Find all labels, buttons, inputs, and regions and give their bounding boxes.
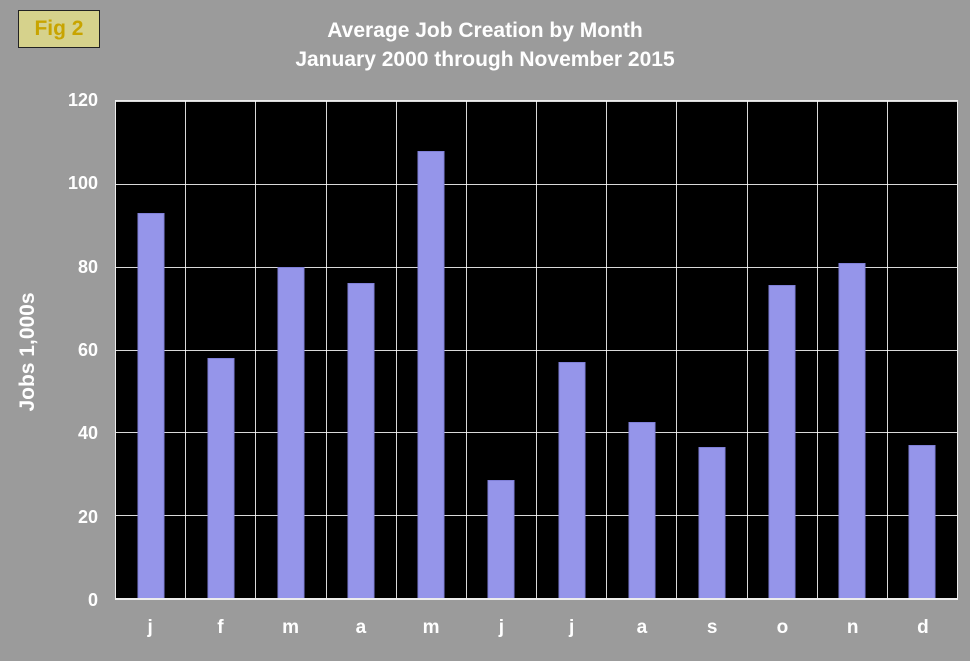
bar-j-6 bbox=[558, 362, 586, 598]
x-tick-label: f bbox=[217, 617, 224, 638]
chart-title: Average Job Creation by Month bbox=[327, 19, 643, 42]
x-tick-label: s bbox=[706, 617, 718, 638]
bar-a-3 bbox=[347, 283, 375, 598]
x-tick-label: a bbox=[636, 617, 648, 638]
bar-f-1 bbox=[207, 358, 235, 598]
x-tick-label: n bbox=[846, 617, 859, 638]
chart-subtitle: January 2000 through November 2015 bbox=[295, 48, 675, 71]
x-tick-label: m bbox=[282, 617, 300, 638]
category-column bbox=[116, 101, 187, 598]
bar-j-0 bbox=[137, 213, 165, 598]
y-axis-tick-labels: 120 100 80 60 40 20 0 bbox=[0, 90, 106, 610]
bar-s-8 bbox=[698, 447, 726, 598]
y-tick-label: 80 bbox=[77, 256, 98, 277]
x-tick-label: m bbox=[422, 617, 440, 638]
x-tick-label: d bbox=[917, 617, 929, 638]
x-tick-label: j bbox=[568, 617, 575, 638]
y-tick-label: 100 bbox=[67, 173, 98, 194]
category-column bbox=[467, 101, 538, 598]
x-tick-label: j bbox=[147, 617, 153, 638]
bar-d-11 bbox=[908, 445, 936, 598]
plot-area bbox=[115, 100, 958, 600]
category-column bbox=[818, 101, 888, 598]
y-tick-label: 40 bbox=[77, 423, 98, 444]
bar-n-10 bbox=[838, 263, 866, 598]
x-tick-label: o bbox=[776, 617, 789, 638]
x-tick-label: j bbox=[498, 617, 505, 638]
bar-m-2 bbox=[277, 267, 305, 598]
category-column bbox=[327, 101, 397, 598]
y-tick-label: 20 bbox=[77, 506, 98, 527]
chart-title-block: Average Job Creation by Month January 20… bbox=[0, 16, 970, 74]
category-column bbox=[537, 101, 608, 598]
category-column bbox=[888, 101, 957, 598]
y-tick-label: 0 bbox=[87, 590, 98, 610]
category-column bbox=[256, 101, 327, 598]
category-column bbox=[607, 101, 678, 598]
bar-j-5 bbox=[487, 480, 515, 598]
y-tick-label: 60 bbox=[77, 340, 98, 360]
figure-number-badge: Fig 2 bbox=[18, 10, 100, 48]
category-column bbox=[748, 101, 818, 598]
category-column bbox=[677, 101, 748, 598]
x-tick-label: a bbox=[355, 617, 367, 638]
category-column bbox=[186, 101, 257, 598]
bar-o-9 bbox=[768, 285, 796, 598]
bar-a-7 bbox=[628, 422, 656, 598]
bar-m-4 bbox=[417, 151, 445, 598]
y-tick-label: 120 bbox=[67, 90, 98, 110]
category-column bbox=[397, 101, 467, 598]
